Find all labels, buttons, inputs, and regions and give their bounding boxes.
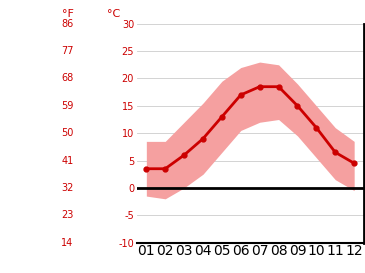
Text: 68: 68 — [61, 73, 73, 84]
Text: 23: 23 — [61, 210, 73, 220]
Text: 86: 86 — [61, 19, 73, 29]
Text: 77: 77 — [61, 46, 73, 56]
Text: °C: °C — [107, 9, 121, 19]
Text: 14: 14 — [61, 238, 73, 248]
Text: 59: 59 — [61, 101, 73, 111]
Text: °F: °F — [62, 9, 73, 19]
Text: 41: 41 — [61, 156, 73, 165]
Text: 32: 32 — [61, 183, 73, 193]
Text: 50: 50 — [61, 128, 73, 138]
